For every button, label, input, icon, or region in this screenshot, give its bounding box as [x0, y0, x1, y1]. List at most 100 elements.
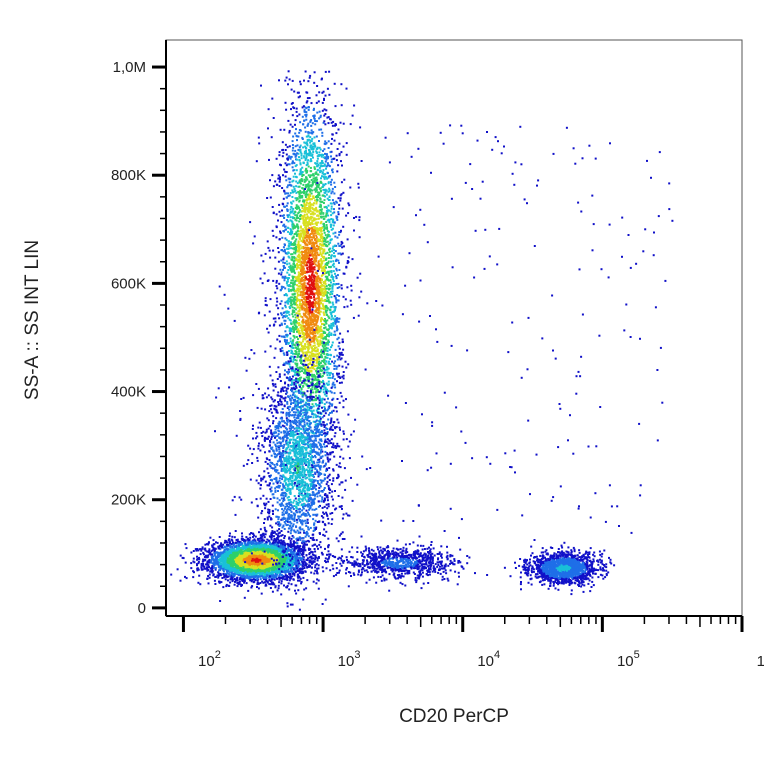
- event-dot: [196, 564, 198, 567]
- event-dot: [225, 559, 228, 562]
- event-dot: [234, 558, 237, 561]
- event-dot: [272, 570, 275, 573]
- event-dot: [301, 541, 304, 544]
- event-dot: [213, 548, 216, 551]
- event-dot: [281, 567, 284, 570]
- event-dot: [275, 570, 278, 573]
- event-dot: [320, 328, 323, 331]
- event-dot: [218, 547, 221, 550]
- event-dot: [271, 543, 274, 546]
- event-dot: [313, 446, 316, 449]
- event-dot: [335, 365, 338, 368]
- event-dot: [298, 579, 301, 582]
- event-dot: [280, 559, 283, 561]
- event-dot: [258, 574, 261, 577]
- event-dot: [198, 556, 200, 559]
- event-dot: [340, 83, 343, 86]
- event-dot: [252, 543, 255, 546]
- event-dot: [229, 544, 232, 547]
- event-dot: [258, 540, 261, 543]
- event-dot: [312, 557, 315, 560]
- event-dot: [316, 162, 319, 165]
- event-dot: [274, 547, 277, 550]
- event-dot: [278, 573, 281, 576]
- event-dot: [229, 546, 232, 549]
- event-dot: [272, 539, 275, 542]
- event-dot: [296, 573, 299, 576]
- event-dot: [287, 317, 290, 320]
- event-dot: [236, 549, 238, 552]
- event-dot: [322, 381, 325, 383]
- event-dot: [268, 559, 271, 562]
- event-dot: [247, 546, 250, 549]
- event-dot: [251, 542, 254, 545]
- event-dot: [257, 587, 260, 590]
- event-dot: [196, 563, 198, 566]
- event-dot: [299, 189, 302, 192]
- event-dot: [243, 581, 246, 584]
- event-dot: [280, 562, 282, 565]
- event-dot: [329, 451, 332, 454]
- event-dot: [225, 541, 228, 544]
- event-dot: [264, 545, 266, 548]
- event-dot: [225, 583, 228, 586]
- event-dot: [273, 563, 276, 566]
- event-dot: [295, 546, 298, 548]
- event-dot: [323, 148, 326, 151]
- event-dot: [272, 532, 275, 534]
- event-dot: [326, 87, 329, 90]
- event-dot: [324, 70, 327, 73]
- event-dot: [309, 248, 311, 251]
- event-dot: [304, 278, 307, 280]
- event-dot: [340, 243, 343, 246]
- event-dot: [250, 568, 253, 571]
- event-dot: [245, 549, 248, 552]
- event-dot: [313, 167, 316, 170]
- event-dot: [291, 430, 294, 432]
- event-dot: [265, 569, 267, 571]
- event-dot: [321, 333, 324, 336]
- event-dot: [337, 211, 340, 213]
- event-dot: [244, 545, 247, 548]
- event-dot: [330, 142, 333, 145]
- event-dot: [327, 397, 329, 400]
- event-dot: [250, 562, 253, 565]
- event-dot: [239, 577, 242, 580]
- event-dot: [303, 547, 306, 550]
- event-dot: [336, 380, 338, 383]
- event-dot: [247, 537, 249, 540]
- event-dot: [241, 584, 243, 586]
- event-dot: [219, 560, 222, 563]
- event-dot: [279, 268, 282, 271]
- event-dot: [317, 221, 320, 224]
- event-dot: [312, 241, 314, 244]
- event-dot: [338, 426, 341, 429]
- event-dot: [316, 157, 319, 160]
- event-dot: [296, 575, 299, 578]
- event-dot: [303, 110, 306, 113]
- event-dot: [283, 541, 286, 544]
- event-dot: [233, 562, 236, 565]
- event-dot: [283, 567, 286, 570]
- event-dot: [285, 392, 288, 395]
- event-dot: [211, 565, 214, 568]
- event-dot: [310, 148, 313, 151]
- event-dot: [306, 518, 309, 521]
- event-dot: [220, 567, 223, 570]
- event-dot: [289, 567, 292, 570]
- event-dot: [223, 545, 226, 548]
- event-dot: [325, 241, 328, 244]
- event-dot: [235, 551, 238, 554]
- event-dot: [247, 571, 250, 574]
- event-dot: [277, 561, 280, 564]
- event-dot: [231, 563, 234, 566]
- event-dot: [294, 566, 297, 569]
- event-dot: [279, 549, 282, 552]
- event-dot: [283, 547, 286, 550]
- event-dot: [206, 566, 209, 569]
- event-dot: [241, 544, 244, 547]
- event-dot: [260, 575, 263, 578]
- event-dot: [251, 566, 254, 569]
- event-dot: [230, 552, 233, 554]
- event-dot: [314, 558, 317, 561]
